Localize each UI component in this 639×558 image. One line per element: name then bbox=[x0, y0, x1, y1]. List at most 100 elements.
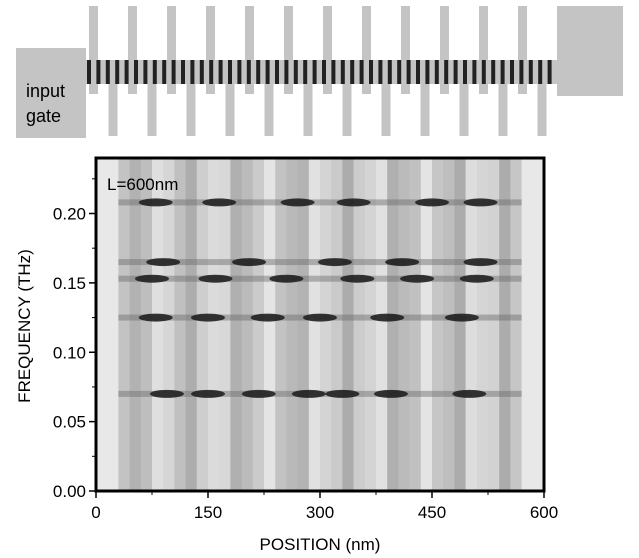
channel-stripe bbox=[162, 60, 167, 84]
channel-stripe bbox=[134, 60, 138, 84]
channel-stripe bbox=[472, 60, 477, 84]
resonance-peak bbox=[325, 389, 360, 398]
channel-stripe bbox=[369, 60, 373, 84]
channel-stripe bbox=[359, 60, 364, 84]
channel-stripe bbox=[538, 60, 543, 84]
heatmap-column bbox=[532, 158, 545, 491]
channel-stripe bbox=[406, 60, 411, 84]
channel-stripe bbox=[463, 60, 467, 84]
channel-stripe bbox=[397, 60, 402, 84]
x-axis-label: POSITION (nm) bbox=[260, 535, 381, 554]
resonance-peak bbox=[232, 258, 267, 267]
resonance-band bbox=[118, 199, 522, 206]
channel-stripe bbox=[246, 60, 251, 84]
x-axis-ticks: 0 150 300 450 600 bbox=[91, 491, 558, 522]
x-tick-label: 0 bbox=[91, 503, 100, 522]
heatmap-column bbox=[432, 158, 444, 491]
resonance-peak bbox=[370, 313, 405, 322]
channel-stripe bbox=[444, 60, 449, 84]
heatmap-column bbox=[342, 158, 355, 491]
gate-finger bbox=[264, 60, 274, 136]
heatmap-column bbox=[308, 158, 321, 491]
gate-label-input: input bbox=[26, 81, 65, 101]
y-axis-label: FREQUENCY (THz) bbox=[15, 249, 34, 403]
gate-finger bbox=[186, 60, 196, 136]
gate-finger bbox=[479, 6, 488, 94]
channel-stripe bbox=[293, 60, 298, 84]
y-tick-label: 0.10 bbox=[53, 343, 86, 362]
channel-stripe bbox=[340, 60, 345, 84]
heatmap-column bbox=[465, 158, 478, 491]
resonance-peak bbox=[280, 198, 315, 207]
chart-title: L=600nm bbox=[107, 175, 178, 194]
gate-finger bbox=[440, 6, 449, 94]
channel-stripe bbox=[143, 60, 148, 84]
heatmap-column bbox=[387, 158, 399, 491]
heatmap-column bbox=[454, 158, 467, 491]
heatmap-column bbox=[96, 158, 108, 491]
gate-finger bbox=[342, 60, 352, 136]
gate-finger bbox=[245, 6, 254, 94]
channel-stripe bbox=[87, 60, 91, 84]
x-tick-label: 300 bbox=[306, 503, 334, 522]
heatmap-column bbox=[163, 158, 175, 491]
heatmap-column bbox=[230, 158, 243, 491]
resonance-peak bbox=[198, 274, 233, 283]
channel-stripe bbox=[491, 60, 496, 84]
channel-stripe bbox=[124, 60, 129, 84]
resonance-peak bbox=[463, 258, 498, 267]
heatmap-column bbox=[353, 158, 366, 491]
channel-stripe bbox=[510, 60, 514, 84]
gate-finger bbox=[284, 6, 293, 94]
gate-finger bbox=[459, 60, 469, 136]
heatmap-column bbox=[107, 158, 119, 491]
heatmap-column bbox=[264, 158, 276, 491]
heatmap-column bbox=[331, 158, 343, 491]
x-tick-label: 150 bbox=[194, 503, 222, 522]
channel-stripe bbox=[115, 60, 120, 84]
resonance-peak bbox=[149, 389, 184, 398]
y-tick-label: 0.15 bbox=[53, 274, 86, 293]
resonance-peak bbox=[135, 274, 169, 283]
resonance-band bbox=[118, 275, 522, 282]
resonance-peak bbox=[415, 198, 449, 207]
resonance-peak bbox=[303, 313, 337, 322]
heatmap-area bbox=[96, 158, 545, 491]
heatmap-column bbox=[499, 158, 511, 491]
resonance-peak bbox=[269, 274, 304, 283]
channel-stripe bbox=[152, 60, 157, 84]
channel-stripe bbox=[387, 60, 392, 84]
channel-stripe bbox=[256, 60, 261, 84]
heatmap-column bbox=[174, 158, 187, 491]
heatmap-column bbox=[286, 158, 299, 491]
channel-stripe bbox=[547, 60, 552, 84]
heatmap-column bbox=[118, 158, 131, 491]
gate-label-gate: gate bbox=[26, 106, 61, 126]
resonance-peak bbox=[463, 198, 498, 207]
channel-stripe bbox=[265, 60, 270, 84]
channel-stripe bbox=[322, 60, 326, 84]
heatmap-column bbox=[185, 158, 198, 491]
resonance-peak bbox=[291, 389, 326, 398]
heatmap-column bbox=[275, 158, 287, 491]
resonance-peak bbox=[317, 258, 352, 267]
gate-finger bbox=[420, 60, 430, 136]
channel-stripe bbox=[96, 60, 101, 84]
channel-stripe bbox=[171, 60, 176, 84]
heatmap-column bbox=[196, 158, 209, 491]
channel-stripe bbox=[275, 60, 279, 84]
gate-finger bbox=[362, 6, 371, 94]
gate-fingers bbox=[89, 6, 547, 136]
resonance-peak bbox=[452, 389, 487, 398]
resonance-peak bbox=[191, 313, 225, 322]
heatmap-column bbox=[364, 158, 377, 491]
resonance-peak bbox=[146, 258, 181, 267]
heatmap-column bbox=[297, 158, 310, 491]
channel-stripe bbox=[237, 60, 242, 84]
channel-stripe bbox=[209, 60, 214, 84]
gate-finger bbox=[518, 6, 527, 94]
resonance-peak bbox=[138, 313, 173, 322]
resonance-peak bbox=[336, 198, 371, 207]
channel-stripe bbox=[453, 60, 458, 84]
